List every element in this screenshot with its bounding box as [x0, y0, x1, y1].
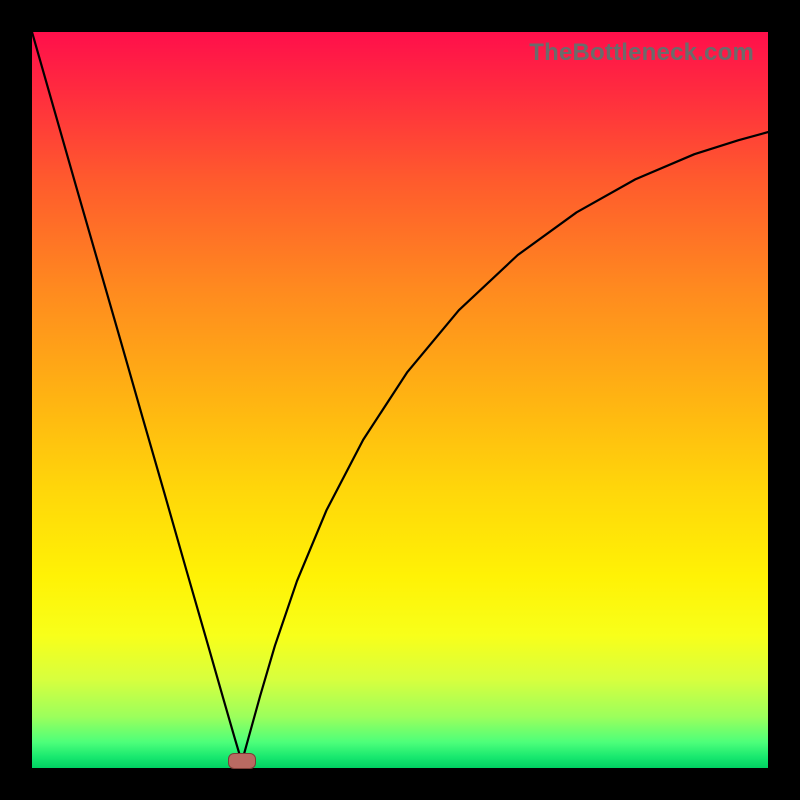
curve-svg — [32, 32, 768, 768]
bottleneck-curve — [32, 32, 768, 762]
figure-canvas: TheBottleneck.com — [0, 0, 800, 800]
plot-area: TheBottleneck.com — [32, 32, 768, 768]
optimum-marker — [228, 753, 256, 769]
